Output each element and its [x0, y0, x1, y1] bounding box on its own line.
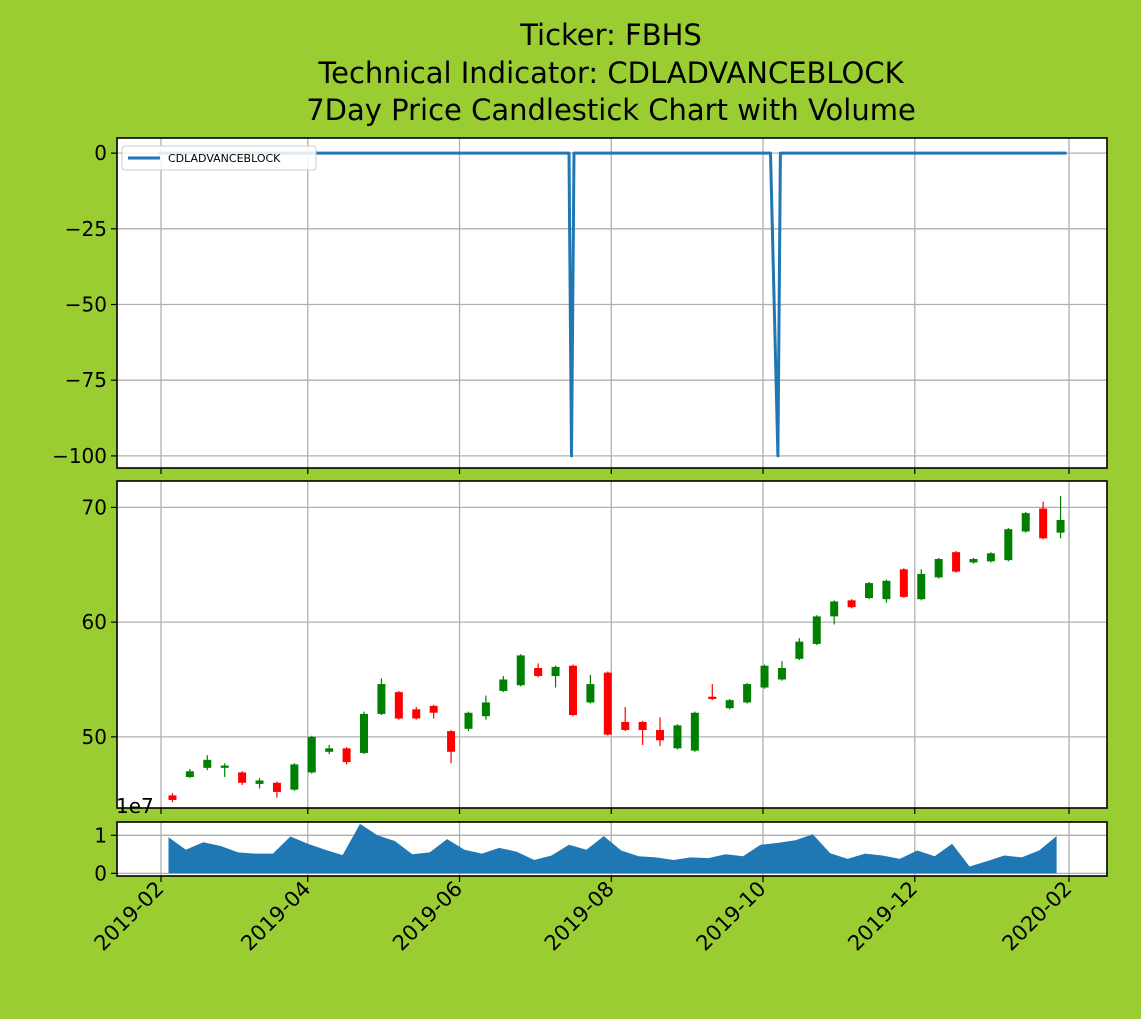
candle-body-3: [220, 765, 229, 768]
candle-body-10: [342, 748, 351, 763]
candle-body-15: [429, 705, 438, 713]
price-ytick-label-1: 60: [82, 610, 107, 634]
candle-body-26: [621, 721, 630, 730]
volume-area: [168, 823, 1057, 874]
candle-body-18: [481, 702, 490, 717]
candle-body-4: [238, 772, 247, 783]
chart-title: Ticker: FBHS Technical Indicator: CDLADV…: [306, 18, 916, 127]
candle-body-33: [743, 684, 752, 703]
candle-body-34: [760, 665, 769, 688]
indicator-border: [116, 137, 1108, 469]
candle-body-22: [551, 666, 560, 677]
candle-body-37: [812, 616, 821, 644]
title-line-2: Technical Indicator: CDLADVANCEBLOCK: [317, 56, 904, 90]
volume-ytick-label-0: 0: [94, 861, 107, 885]
candle-body-29: [673, 725, 682, 749]
candle-body-48: [1004, 529, 1013, 561]
candle-body-19: [499, 679, 508, 691]
volume-ytick-label-1: 1: [94, 823, 107, 847]
candle-body-46: [969, 559, 978, 563]
price-panel: 50 60 70: [82, 480, 1108, 809]
candle-body-11: [360, 713, 369, 753]
indicator-ytick-label-1: −25: [65, 217, 107, 241]
price-ytick-label-0: 50: [82, 725, 107, 749]
title-line-1: Ticker: FBHS: [519, 18, 702, 52]
candle-body-25: [603, 672, 612, 735]
candle-body-42: [899, 569, 908, 597]
candle-body-47: [986, 553, 995, 562]
candle-body-14: [412, 709, 421, 719]
legend-label: CDLADVANCEBLOCK: [168, 152, 281, 165]
candle-body-28: [656, 729, 665, 741]
candle-body-27: [638, 721, 647, 730]
candle-body-23: [568, 665, 577, 716]
candle-body-16: [447, 731, 456, 752]
indicator-ytick-label-3: −75: [65, 368, 107, 392]
indicator-ytick-label-4: −100: [52, 444, 107, 468]
candle-body-44: [934, 559, 943, 578]
candle-body-1: [185, 771, 194, 778]
candle-body-17: [464, 712, 473, 729]
candle-body-43: [917, 573, 926, 600]
price-ytick-label-2: 70: [82, 495, 107, 519]
volume-border: [116, 821, 1108, 877]
candle-body-12: [377, 684, 386, 714]
volume-panel: 01: [94, 821, 1108, 885]
legend: CDLADVANCEBLOCK: [121, 145, 317, 171]
candle-body-30: [690, 712, 699, 751]
candle-body-8: [307, 736, 316, 773]
price-plot-area: [117, 481, 1107, 808]
indicator-plot-area: [117, 138, 1107, 468]
candle-body-9: [325, 748, 334, 752]
candle-body-5: [255, 780, 264, 784]
indicator-ytick-label-2: −50: [65, 293, 107, 317]
candle-body-31: [708, 696, 717, 699]
indicator-ytick-label-0: 0: [94, 141, 107, 165]
candle-body-20: [516, 655, 525, 686]
candle-body-41: [882, 580, 891, 600]
candle-body-39: [847, 600, 856, 608]
title-line-3: 7Day Price Candlestick Chart with Volume: [306, 93, 916, 127]
indicator-series-line: [158, 151, 1067, 458]
candle-body-51: [1056, 520, 1065, 533]
legend-box: [121, 145, 317, 171]
candle-body-38: [830, 601, 839, 617]
price-border: [116, 480, 1108, 809]
candle-body-49: [1021, 513, 1030, 532]
candle-body-2: [203, 759, 212, 768]
candle-body-35: [777, 668, 786, 680]
candle-body-7: [290, 764, 299, 790]
candle-body-0: [168, 795, 177, 800]
candle-body-50: [1039, 508, 1048, 539]
candle-body-24: [586, 684, 595, 703]
candle-body-45: [952, 552, 961, 572]
candle-body-32: [725, 700, 734, 709]
candle-body-36: [795, 641, 804, 659]
indicator-panel: 0 −25 −50 −75 −100: [52, 137, 1108, 469]
candle-body-21: [534, 668, 543, 677]
candle-body-6: [272, 782, 281, 792]
candle-body-13: [394, 692, 403, 719]
volume-offset-label: 1e7: [116, 794, 154, 818]
candle-body-40: [865, 583, 874, 599]
